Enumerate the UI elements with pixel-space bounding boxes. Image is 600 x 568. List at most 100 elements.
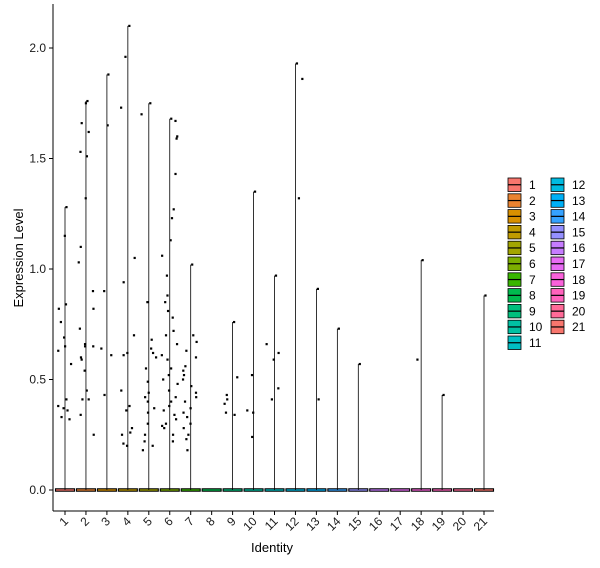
data-point xyxy=(186,415,189,419)
legend-label: 16 xyxy=(572,241,586,255)
legend-item: 3 xyxy=(507,209,536,224)
legend-item: 9 xyxy=(507,303,536,318)
legend-item: 5 xyxy=(507,240,536,255)
data-point xyxy=(176,135,179,138)
data-point xyxy=(92,345,95,348)
data-point xyxy=(182,373,186,377)
x-tick-label: 17 xyxy=(387,514,407,534)
data-point xyxy=(250,373,254,377)
data-point xyxy=(151,444,154,447)
data-point xyxy=(166,309,170,313)
data-point xyxy=(174,172,177,176)
x-tick-label: 15 xyxy=(345,514,365,534)
data-point xyxy=(144,396,147,399)
data-point xyxy=(146,380,149,383)
data-point xyxy=(233,413,236,416)
data-point xyxy=(84,197,87,200)
data-point xyxy=(143,433,147,436)
data-point xyxy=(175,137,178,140)
jitter-points-layer xyxy=(57,24,487,452)
data-point xyxy=(87,398,90,401)
data-point xyxy=(64,303,68,306)
data-point xyxy=(161,424,164,428)
data-point xyxy=(277,387,280,390)
data-point xyxy=(83,343,87,346)
legend-item: 16 xyxy=(550,240,586,255)
x-tick-label: 6 xyxy=(161,514,176,529)
data-point xyxy=(190,385,193,388)
data-point xyxy=(164,334,168,337)
violin-base-20 xyxy=(452,488,474,492)
data-point xyxy=(174,418,178,421)
data-point xyxy=(85,389,88,392)
data-point xyxy=(484,294,487,297)
data-point xyxy=(172,208,175,211)
data-point xyxy=(169,239,172,242)
data-point xyxy=(62,407,65,410)
data-point xyxy=(185,438,188,441)
legend-label: 15 xyxy=(572,225,586,239)
x-ticks: 1 2 3 4 5 6 7 8 9 10 11 12 13 14 15 16 17 18 19 20 21 xyxy=(56,511,490,534)
data-point xyxy=(65,206,68,209)
data-point xyxy=(144,367,148,370)
legend-label: 10 xyxy=(529,320,543,334)
legend-item: 18 xyxy=(550,272,586,287)
legend-label: 20 xyxy=(572,304,586,318)
data-point xyxy=(103,290,106,293)
data-point xyxy=(79,150,82,153)
x-axis-title: Identity xyxy=(251,540,293,555)
legend-item: 4 xyxy=(507,224,536,239)
x-tick-label: 18 xyxy=(408,514,428,534)
data-point xyxy=(416,358,419,361)
data-point xyxy=(223,402,226,405)
data-point xyxy=(125,409,128,412)
data-point xyxy=(128,24,131,27)
data-point xyxy=(128,404,131,408)
data-point xyxy=(189,422,192,425)
legend-item: 21 xyxy=(550,319,586,334)
data-point xyxy=(146,301,149,304)
data-point xyxy=(189,407,192,410)
data-point xyxy=(107,73,110,76)
legend-label: 13 xyxy=(572,194,586,208)
data-point xyxy=(421,259,424,262)
data-point xyxy=(184,365,187,368)
x-tick-label: 11 xyxy=(262,514,281,533)
data-point xyxy=(78,327,81,330)
y-tick-label: 2.0 xyxy=(29,41,46,55)
legend-label: 9 xyxy=(529,304,536,318)
data-point xyxy=(173,413,176,416)
data-point xyxy=(59,320,63,324)
data-point xyxy=(130,427,134,430)
data-point xyxy=(170,217,174,220)
data-point xyxy=(301,77,304,81)
legend-item: 10 xyxy=(507,319,543,334)
data-point xyxy=(100,347,103,350)
x-tick-label: 20 xyxy=(450,514,470,534)
x-tick-label: 3 xyxy=(98,514,113,529)
data-point xyxy=(174,396,177,399)
legend-item: 6 xyxy=(507,256,536,271)
legend-label: 1 xyxy=(529,178,536,192)
data-point xyxy=(337,327,340,330)
data-point xyxy=(153,407,156,410)
data-point xyxy=(133,256,136,260)
data-point xyxy=(233,320,236,324)
legend-item: 20 xyxy=(550,303,586,318)
legend-label: 3 xyxy=(529,210,536,224)
data-point xyxy=(226,398,229,401)
data-point xyxy=(57,349,60,352)
data-point xyxy=(122,442,125,445)
data-point xyxy=(63,234,66,237)
legend-label: 7 xyxy=(529,273,536,287)
legend-label: 14 xyxy=(572,210,586,224)
data-point xyxy=(150,338,153,341)
legend-label: 17 xyxy=(572,257,586,271)
data-point xyxy=(161,254,164,257)
data-point xyxy=(224,411,228,414)
data-point xyxy=(195,396,198,399)
data-point xyxy=(141,449,145,452)
data-point xyxy=(166,294,169,297)
